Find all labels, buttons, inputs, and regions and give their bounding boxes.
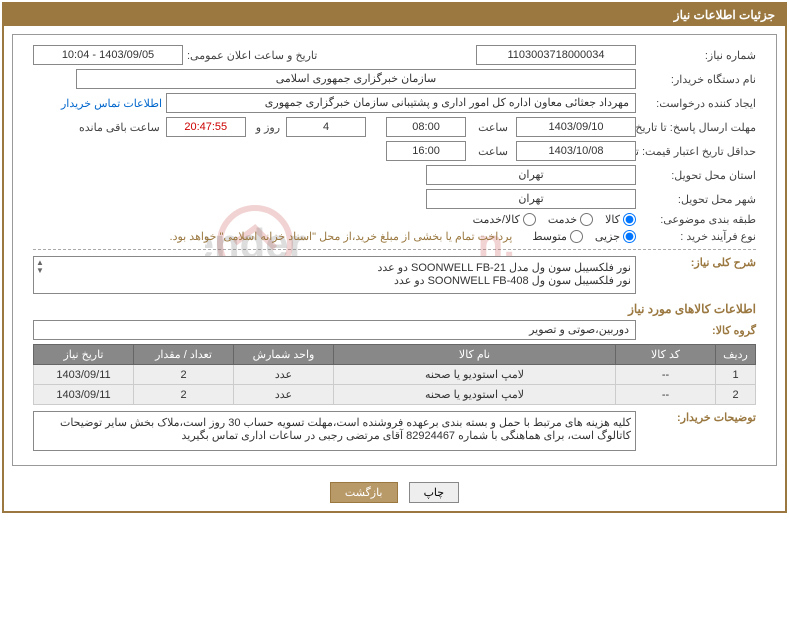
requester-label: ایجاد کننده درخواست: xyxy=(636,97,756,110)
radio-both[interactable] xyxy=(523,213,536,226)
table-row: 2 -- لامپ استودیو یا صحنه عدد 2 1403/09/… xyxy=(34,385,756,405)
city-field: تهران xyxy=(426,189,636,209)
announce-field: 1403/09/05 - 10:04 xyxy=(33,45,183,65)
buyer-org-field: سازمان خبرگزاری جمهوری اسلامی xyxy=(76,69,636,89)
cat-both-label: کالا/خدمت xyxy=(473,213,520,226)
radio-medium[interactable] xyxy=(570,230,583,243)
th-date: تاریخ نیاز xyxy=(34,345,134,365)
notes-label: توضیحات خریدار: xyxy=(636,411,756,424)
payment-note: پرداخت تمام یا بخشی از مبلغ خرید،از محل … xyxy=(170,230,513,243)
goods-section-title: اطلاعات کالاهای مورد نیاز xyxy=(33,302,756,316)
process-radio-group: جزیی متوسط xyxy=(532,230,636,243)
need-no-label: شماره نیاز: xyxy=(636,49,756,62)
valid-date-field: 1403/10/08 xyxy=(516,141,636,161)
button-row: چاپ بازگشت xyxy=(4,474,785,511)
print-button[interactable]: چاپ xyxy=(409,482,460,503)
scroll-arrows-icon[interactable]: ▲▼ xyxy=(36,259,44,275)
process-label: نوع فرآیند خرید : xyxy=(636,230,756,243)
proc-medium-label: متوسط xyxy=(532,230,567,243)
radio-small[interactable] xyxy=(623,230,636,243)
deadline-time-field: 08:00 xyxy=(386,117,466,137)
deadline-date-field: 1403/09/10 xyxy=(516,117,636,137)
valid-date-label: حداقل تاریخ اعتبار قیمت: تا xyxy=(636,145,756,158)
city-label: شهر محل تحویل: xyxy=(636,193,756,206)
valid-time-field: 16:00 xyxy=(386,141,466,161)
content-area: AriaTender .n شماره نیاز: 11030037180000… xyxy=(12,34,777,466)
desc-line-1: نور فلکسیبل سون ول مدل SOONWELL FB-21 دو… xyxy=(38,261,631,274)
th-code: کد کالا xyxy=(616,345,716,365)
group-field: دوربین،صوتی و تصویر xyxy=(33,320,636,340)
th-name: نام کالا xyxy=(334,345,616,365)
goods-table: ردیف کد کالا نام کالا واحد شمارش تعداد /… xyxy=(33,344,756,405)
contact-link[interactable]: اطلاعات تماس خریدار xyxy=(61,97,162,110)
th-row: ردیف xyxy=(716,345,756,365)
th-qty: تعداد / مقدار xyxy=(134,345,234,365)
days-field: 4 xyxy=(286,117,366,137)
desc-label: شرح کلی نیاز: xyxy=(636,256,756,269)
back-button[interactable]: بازگشت xyxy=(330,482,398,503)
remain-label: ساعت باقی مانده xyxy=(75,121,160,134)
group-label: گروه کالا: xyxy=(636,324,756,337)
requester-field: مهرداد جعثائی معاون اداره کل امور اداری … xyxy=(166,93,636,113)
cat-khedmat-label: خدمت xyxy=(548,213,577,226)
header-title: جزئیات اطلاعات نیاز xyxy=(4,4,785,26)
province-label: استان محل تحویل: xyxy=(636,169,756,182)
th-unit: واحد شمارش xyxy=(234,345,334,365)
radio-khedmat[interactable] xyxy=(580,213,593,226)
time-label-1: ساعت xyxy=(474,121,508,134)
days-label: روز و xyxy=(252,121,280,134)
countdown-field: 20:47:55 xyxy=(166,117,246,137)
table-row: 1 -- لامپ استودیو یا صحنه عدد 2 1403/09/… xyxy=(34,365,756,385)
main-frame: جزئیات اطلاعات نیاز AriaTender .n شماره … xyxy=(2,2,787,513)
buyer-org-label: نام دستگاه خریدار: xyxy=(636,73,756,86)
desc-line-2: نور فلکسیبل سون ول SOONWELL FB-408 دو عد… xyxy=(38,274,631,287)
cat-kala-label: کالا xyxy=(605,213,620,226)
notes-box: کلیه هزینه های مرتبط با حمل و بسته بندی … xyxy=(33,411,636,451)
radio-kala[interactable] xyxy=(623,213,636,226)
time-label-2: ساعت xyxy=(474,145,508,158)
announce-label: تاریخ و ساعت اعلان عمومی: xyxy=(183,49,317,62)
category-radio-group: کالا خدمت کالا/خدمت xyxy=(473,213,636,226)
proc-small-label: جزیی xyxy=(595,230,620,243)
desc-box: ▲▼ نور فلکسیبل سون ول مدل SOONWELL FB-21… xyxy=(33,256,636,294)
province-field: تهران xyxy=(426,165,636,185)
deadline-date-label: مهلت ارسال پاسخ: تا تاریخ: xyxy=(636,121,756,134)
need-no-field: 1103003718000034 xyxy=(476,45,636,65)
category-label: طبقه بندی موضوعی: xyxy=(636,213,756,226)
